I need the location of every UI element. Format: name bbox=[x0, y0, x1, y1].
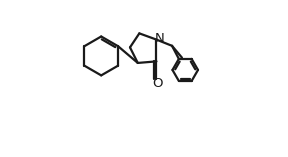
Text: N: N bbox=[154, 32, 164, 45]
Text: O: O bbox=[152, 77, 162, 90]
